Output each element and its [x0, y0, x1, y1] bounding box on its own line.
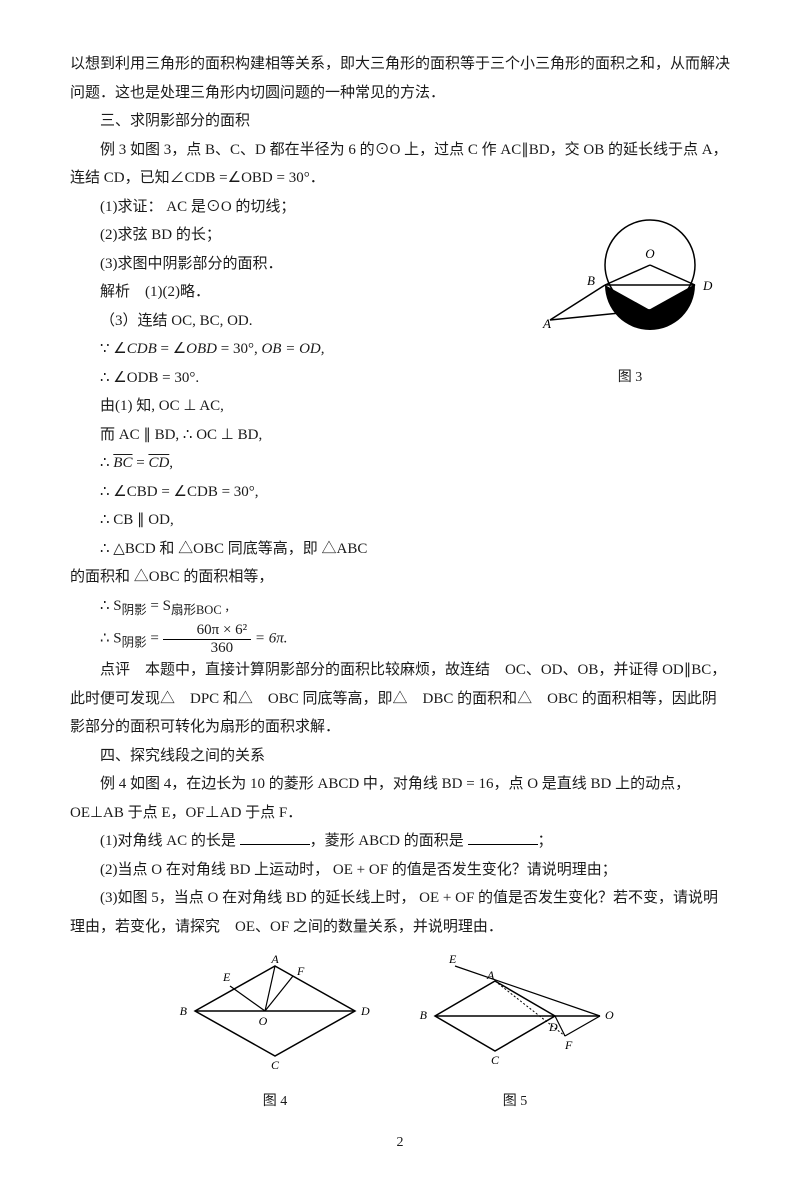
ex3-step-3g: ∴ ∠CBD = ∠CDB = 30°, [70, 478, 730, 507]
svg-text:F: F [564, 1038, 573, 1052]
svg-text:O: O [645, 246, 655, 261]
svg-text:O: O [259, 1014, 268, 1028]
ex4-q3: (3)如图 5，当点 O 在对角线 BD 的延长线上时， OE + OF 的值是… [70, 884, 730, 941]
ex3-step-3i: ∴ △BCD 和 △OBC 同底等高，即 △ABC [70, 535, 730, 564]
svg-text:A: A [270, 952, 279, 966]
svg-text:A: A [486, 968, 495, 982]
svg-text:F: F [296, 964, 305, 978]
svg-text:A: A [542, 316, 551, 331]
figure-4: A B C D E F O 图 4 [175, 951, 375, 1115]
svg-text:B: B [587, 273, 595, 288]
svg-text:D: D [702, 278, 713, 293]
ex3-step-3h: ∴ CB ∥ OD, [70, 506, 730, 535]
figure-5: A B C D E F O 图 5 [405, 951, 625, 1115]
ex3-review: 点评 本题中，直接计算阴影部分的面积比较麻烦，故连结 OC、OD、OB，并证得 … [70, 656, 730, 742]
blank-1 [240, 829, 310, 845]
section-4-title: 四、探究线段之间的关系 [70, 742, 730, 771]
figure-3: O B D A C E 图 3 [530, 210, 730, 391]
section-3-title: 三、求阴影部分的面积 [70, 107, 730, 136]
ex3-step-3e: 而 AC ∥ BD, ∴ OC ⊥ BD, [70, 421, 730, 450]
svg-text:B: B [180, 1004, 188, 1018]
blank-2 [468, 829, 538, 845]
svg-text:E: E [448, 952, 457, 966]
ex4-q1: (1)对角线 AC 的长是 ，菱形 ABCD 的面积是 ； [70, 827, 730, 856]
example-3-lead: 例 3 如图 3，点 B、C、D 都在半径为 6 的⊙O 上，过点 C 作 AC… [70, 136, 730, 193]
svg-text:E: E [652, 273, 660, 285]
ex3-step-3d: 由(1) 知, OC ⊥ AC, [70, 392, 730, 421]
svg-text:E: E [222, 970, 231, 984]
figure-5-caption: 图 5 [405, 1089, 625, 1116]
svg-text:B: B [420, 1008, 428, 1022]
svg-text:C: C [271, 1058, 280, 1072]
ex3-step-3j: 的面积和 △OBC 的面积相等， [70, 563, 730, 592]
figure-3-caption: 图 3 [530, 365, 730, 392]
ex3-step-3k: ∴ S阴影 = S扇形BOC , [70, 592, 730, 623]
page-number: 2 [70, 1130, 730, 1157]
svg-text:O: O [605, 1008, 614, 1022]
svg-text:D: D [360, 1004, 370, 1018]
figure-4-caption: 图 4 [175, 1089, 375, 1116]
ex4-q2: (2)当点 O 在对角线 BD 上运动时， OE + OF 的值是否发生变化？请… [70, 856, 730, 885]
ex3-step-3f: ∴ BC = CD, [70, 449, 730, 478]
ex3-step-3l: ∴ S阴影 = 60π × 6²360 = 6π. [70, 622, 730, 656]
bottom-figures: A B C D E F O 图 4 A B C D E F O 图 5 [70, 951, 730, 1115]
svg-text:C: C [491, 1053, 500, 1067]
paragraph-intro: 以想到利用三角形的面积构建相等关系，即大三角形的面积等于三个小三角形的面积之和，… [70, 50, 730, 107]
example-4-lead: 例 4 如图 4，在边长为 10 的菱形 ABCD 中，对角线 BD = 16，… [70, 770, 730, 827]
svg-text:C: C [646, 313, 655, 328]
svg-text:D: D [548, 1020, 558, 1034]
